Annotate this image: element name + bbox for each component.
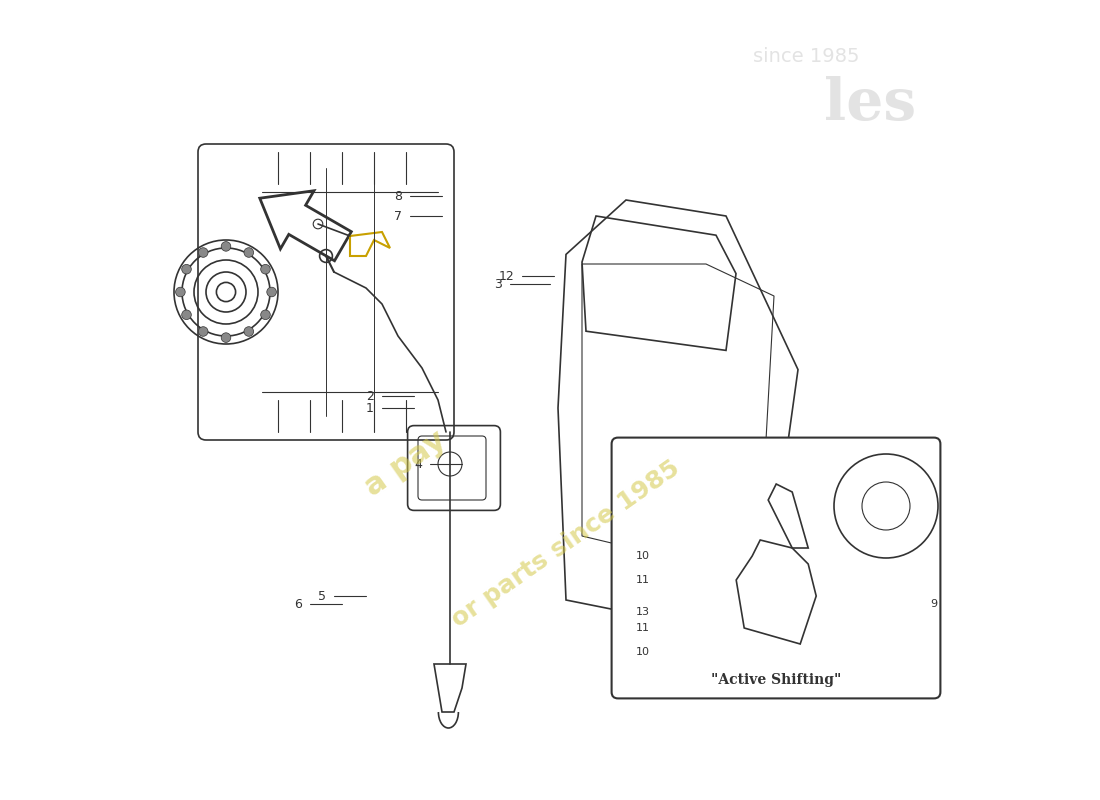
Circle shape <box>198 326 208 336</box>
Text: les: les <box>824 76 916 132</box>
Circle shape <box>244 326 254 336</box>
Circle shape <box>198 248 208 258</box>
Text: 11: 11 <box>636 575 650 585</box>
Circle shape <box>261 310 271 319</box>
Circle shape <box>176 287 185 297</box>
Circle shape <box>261 265 271 274</box>
Text: 1: 1 <box>366 402 374 414</box>
Text: 9: 9 <box>930 599 937 609</box>
Text: 2: 2 <box>366 390 374 402</box>
Text: 10: 10 <box>636 647 650 657</box>
Circle shape <box>182 310 191 319</box>
Circle shape <box>221 333 231 342</box>
Circle shape <box>182 265 191 274</box>
FancyBboxPatch shape <box>612 438 940 698</box>
Text: or parts since 1985: or parts since 1985 <box>448 456 684 632</box>
Text: 5: 5 <box>318 590 326 602</box>
Text: 10: 10 <box>636 551 650 561</box>
Text: 8: 8 <box>394 190 402 202</box>
Text: 3: 3 <box>494 278 502 290</box>
Circle shape <box>244 248 254 258</box>
Text: 13: 13 <box>636 607 650 617</box>
Text: 6: 6 <box>294 598 302 610</box>
Text: since 1985: since 1985 <box>752 46 859 66</box>
Text: 12: 12 <box>498 270 514 282</box>
Text: a pay: a pay <box>360 426 452 502</box>
Circle shape <box>221 242 231 251</box>
Circle shape <box>267 287 276 297</box>
Text: "Active Shifting": "Active Shifting" <box>711 673 842 687</box>
Text: 11: 11 <box>636 623 650 633</box>
Text: 7: 7 <box>394 210 402 222</box>
Text: 4: 4 <box>414 458 422 470</box>
